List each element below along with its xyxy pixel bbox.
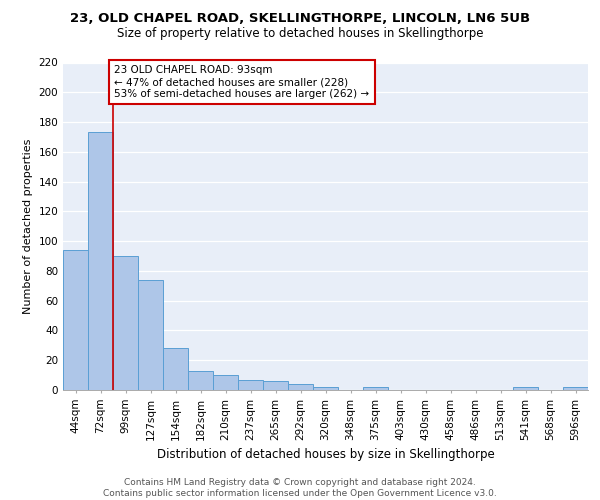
Text: 23, OLD CHAPEL ROAD, SKELLINGTHORPE, LINCOLN, LN6 5UB: 23, OLD CHAPEL ROAD, SKELLINGTHORPE, LIN… [70, 12, 530, 26]
Bar [288, 384, 313, 390]
Text: 23 OLD CHAPEL ROAD: 93sqm
← 47% of detached houses are smaller (228)
53% of semi: 23 OLD CHAPEL ROAD: 93sqm ← 47% of detac… [114, 66, 370, 98]
Bar [363, 387, 388, 390]
Text: Contains HM Land Registry data © Crown copyright and database right 2024.
Contai: Contains HM Land Registry data © Crown c… [103, 478, 497, 498]
Bar [63, 250, 88, 390]
Y-axis label: Number of detached properties: Number of detached properties [23, 138, 33, 314]
Bar [313, 387, 338, 390]
Text: Size of property relative to detached houses in Skellingthorpe: Size of property relative to detached ho… [117, 28, 483, 40]
Bar [163, 348, 188, 390]
Bar [238, 380, 263, 390]
Bar [188, 370, 213, 390]
Bar [563, 387, 588, 390]
Bar [213, 375, 238, 390]
Bar [513, 387, 538, 390]
Bar [88, 132, 113, 390]
Bar [138, 280, 163, 390]
X-axis label: Distribution of detached houses by size in Skellingthorpe: Distribution of detached houses by size … [157, 448, 494, 461]
Bar [113, 256, 138, 390]
Bar [263, 381, 288, 390]
